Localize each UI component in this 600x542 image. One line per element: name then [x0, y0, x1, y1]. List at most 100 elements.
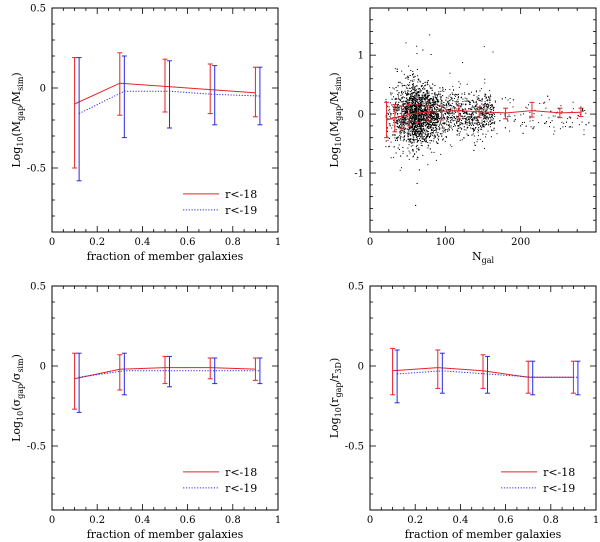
- legend-label: r<-18: [225, 188, 257, 201]
- scatter-point: [412, 148, 414, 150]
- scatter-point: [400, 98, 402, 100]
- scatter-point: [463, 111, 465, 112]
- scatter-point: [423, 114, 424, 115]
- scatter-point: [413, 112, 415, 114]
- scatter-point: [445, 99, 447, 101]
- scatter-point: [415, 97, 417, 99]
- scatter-point: [571, 122, 573, 124]
- scatter-point: [446, 106, 448, 108]
- scatter-point: [432, 99, 434, 101]
- scatter-point: [419, 132, 421, 134]
- scatter-point: [415, 116, 417, 118]
- scatter-point: [433, 101, 435, 103]
- scatter-point: [411, 99, 413, 101]
- scatter-point: [417, 120, 419, 122]
- scatter-point: [448, 125, 449, 126]
- scatter-point: [458, 86, 460, 88]
- scatter-point: [483, 106, 485, 108]
- scatter-point: [390, 102, 392, 104]
- scatter-point: [393, 146, 395, 148]
- scatter-point: [462, 111, 463, 113]
- scatter-point: [477, 108, 478, 110]
- scatter-point: [412, 117, 414, 119]
- scatter-point: [467, 126, 469, 128]
- scatter-point: [470, 127, 472, 129]
- scatter-point: [430, 125, 432, 127]
- scatter-point: [471, 91, 472, 93]
- scatter-point: [462, 116, 464, 118]
- scatter-point: [420, 129, 422, 131]
- scatter-point: [417, 123, 418, 125]
- scatter-point: [461, 115, 463, 117]
- scatter-point: [449, 109, 451, 111]
- scatter-point: [468, 103, 470, 105]
- scatter-point: [453, 113, 455, 115]
- scatter-point: [490, 94, 491, 96]
- scatter-point: [424, 88, 426, 90]
- scatter-point: [585, 112, 587, 114]
- scatter-point: [491, 116, 492, 118]
- scatter-point: [448, 102, 450, 104]
- scatter-point: [421, 112, 423, 114]
- scatter-point: [467, 134, 469, 136]
- scatter-point: [414, 98, 416, 100]
- scatter-point: [487, 106, 489, 108]
- scatter-point: [426, 90, 427, 92]
- scatter-point: [466, 111, 468, 113]
- scatter-point: [472, 118, 474, 120]
- scatter-point: [398, 101, 400, 103]
- scatter-point: [424, 129, 426, 131]
- scatter-point: [399, 98, 401, 100]
- scatter-point: [417, 78, 419, 80]
- scatter-point: [404, 106, 406, 108]
- scatter-point: [426, 98, 428, 100]
- scatter-point: [459, 119, 461, 121]
- scatter-point: [419, 99, 421, 101]
- scatter-point: [429, 110, 431, 112]
- scatter-point: [438, 126, 440, 127]
- scatter-point: [465, 119, 467, 121]
- scatter-point: [493, 127, 495, 129]
- scatter-point: [428, 125, 430, 127]
- scatter-point: [471, 115, 473, 117]
- scatter-point: [545, 122, 547, 124]
- scatter-point: [407, 92, 409, 94]
- scatter-point: [436, 112, 438, 114]
- scatter-point: [400, 120, 402, 122]
- scatter-point: [414, 123, 416, 125]
- scatter-point: [396, 109, 398, 111]
- scatter-point: [416, 127, 417, 128]
- scatter-point: [397, 105, 398, 107]
- scatter-point: [430, 117, 431, 119]
- scatter-point: [412, 109, 414, 111]
- scatter-point: [421, 100, 423, 102]
- scatter-point: [480, 108, 482, 110]
- scatter-point: [414, 120, 416, 122]
- scatter-point: [440, 97, 442, 99]
- scatter-point: [412, 121, 414, 122]
- scatter-point: [395, 139, 396, 141]
- scatter-point: [429, 107, 430, 109]
- scatter-point: [405, 111, 407, 113]
- scatter-point: [413, 139, 415, 141]
- scatter-point: [572, 108, 574, 110]
- scatter-point: [481, 99, 483, 101]
- scatter-point: [422, 88, 423, 90]
- scatter-point: [470, 124, 472, 126]
- scatter-point: [422, 83, 424, 84]
- scatter-point: [491, 104, 493, 105]
- scatter-point: [424, 85, 426, 87]
- y-axis-label: Log10(rgap/r3D): [328, 358, 343, 439]
- scatter-point: [415, 135, 417, 137]
- scatter-point: [421, 122, 423, 124]
- scatter-point: [420, 118, 422, 120]
- scatter-point: [471, 122, 473, 124]
- scatter-point: [451, 112, 453, 114]
- x-axis-label: Ngal: [472, 250, 495, 265]
- scatter-point: [420, 120, 422, 122]
- scatter-point: [446, 128, 448, 130]
- scatter-point: [411, 127, 413, 129]
- scatter-point: [486, 118, 488, 120]
- scatter-point: [401, 90, 403, 92]
